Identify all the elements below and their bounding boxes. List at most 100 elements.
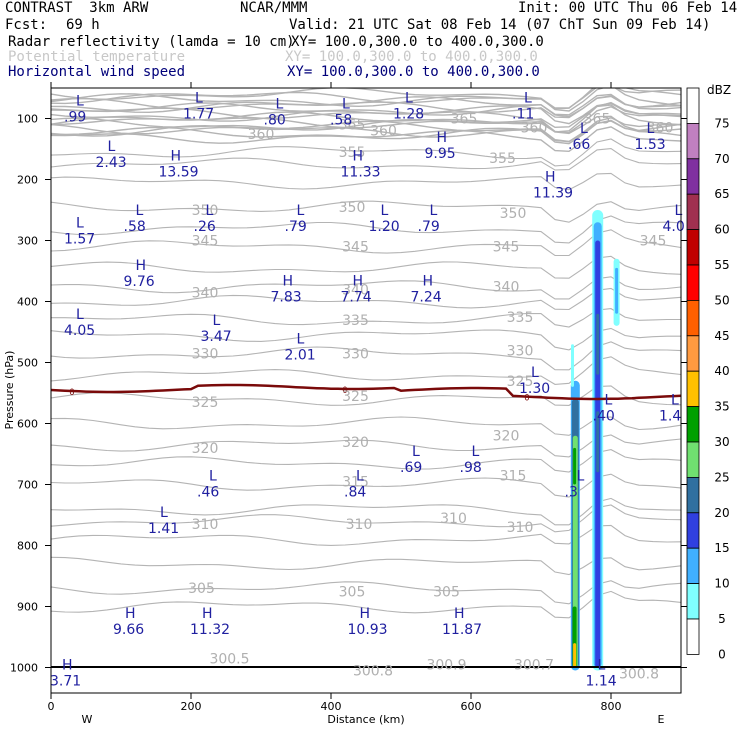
field-wind-name: Horizontal wind speed <box>8 64 186 80</box>
colorbar-swatch <box>686 512 700 549</box>
wind-extremum-value: 2.01 <box>285 347 316 363</box>
wind-extremum-marker: L <box>76 215 84 231</box>
wind-extremum-marker: H <box>360 606 371 622</box>
wind-extremum-marker: H <box>125 606 136 622</box>
wind-extremum-value: 11.87 <box>442 622 482 638</box>
organization: NCAR/MMM <box>240 0 308 16</box>
field-wind-xy: XY= 100.0,300.0 to 400.0,300.0 <box>287 64 540 80</box>
theta-contour-line <box>51 104 681 129</box>
wind-extremum-value: 1.41 <box>148 521 179 537</box>
colorbar-label: 5 <box>718 612 726 626</box>
colorbar-unit: dBZ <box>707 83 731 97</box>
theta-label: 320 <box>342 435 369 451</box>
wind-extremum-value: .66 <box>568 137 590 153</box>
wind-extremum-value: 4.0 <box>663 219 685 235</box>
wind-extremum-value: .79 <box>285 219 307 235</box>
wind-extremum-marker: L <box>297 203 305 219</box>
wind-extremum-value: .84 <box>344 485 366 501</box>
wind-extremum-value: 10.93 <box>348 622 388 638</box>
theta-label: 335 <box>507 310 534 326</box>
wind-extremum-value: 7.74 <box>341 289 372 305</box>
wind-extremum-marker: L <box>675 203 683 219</box>
wind-extremum-marker: H <box>202 606 213 622</box>
colorbar-swatch <box>686 229 700 266</box>
wind-extremum-value: 1.28 <box>393 106 424 122</box>
colorbar-label: 20 <box>714 506 729 520</box>
wind-extremum-value: 9.66 <box>113 622 144 638</box>
wind-extremum-value: 3.71 <box>50 674 81 690</box>
theta-label: 300.8 <box>353 664 393 680</box>
theta-label: 300.7 <box>514 657 554 673</box>
plot-frame <box>50 87 682 694</box>
wind-extremum-marker: H <box>454 606 465 622</box>
theta-label: 345 <box>493 240 520 256</box>
theta-label: 345 <box>192 234 219 250</box>
theta-label: 305 <box>188 581 215 597</box>
reflectivity-cell <box>596 313 600 375</box>
colorbar-swatch <box>686 123 700 160</box>
reflectivity-cell <box>573 447 577 485</box>
field-theta-name: Potential temperature <box>8 49 186 65</box>
theta-contour-line <box>51 276 681 300</box>
wind-extremum-value: .11 <box>512 106 534 122</box>
y-tick-label: 100 <box>17 113 38 126</box>
wind-extremum-marker: L <box>430 203 438 219</box>
y-tick-label: 500 <box>17 357 38 370</box>
wind-extremum-marker: L <box>160 505 168 521</box>
theta-contour-line <box>51 126 681 153</box>
wind-extremum-value: 3.47 <box>201 329 232 345</box>
theta-contour-line <box>51 287 681 311</box>
wind-extremum-marker: H <box>283 273 294 289</box>
wind-extremum-value: .69 <box>400 460 422 476</box>
theta-label: 330 <box>192 346 219 362</box>
colorbar-swatch <box>686 158 700 195</box>
colorbar-label: 40 <box>714 364 729 378</box>
theta-label: 310 <box>507 520 534 536</box>
wind-extremum-value: 1.14 <box>586 674 617 690</box>
theta-contour-line <box>51 148 681 171</box>
theta-label: 350 <box>500 206 527 222</box>
theta-contour-line <box>51 88 681 109</box>
theta-label: 310 <box>440 511 467 527</box>
wind-extremum-marker: L <box>647 121 655 137</box>
theta-contour-line <box>51 95 681 118</box>
wind-extremum-marker: L <box>405 90 413 106</box>
theta-label: 300.9 <box>426 657 466 673</box>
init-time: Init: 00 UTC Thu 06 Feb 14 <box>518 0 738 16</box>
y-tick-label: 300 <box>17 235 38 248</box>
theta-label: 315 <box>500 468 527 484</box>
theta-label: 315 <box>342 474 369 490</box>
theta-label: 340 <box>493 279 520 295</box>
wind-extremum-value: 2.43 <box>96 155 127 171</box>
wind-extremum-marker: H <box>353 273 364 289</box>
wind-extremum-marker: L <box>76 93 84 109</box>
theta-label: 360 <box>521 121 548 137</box>
theta-label: 310 <box>192 517 219 533</box>
theta-label: 305 <box>339 584 366 600</box>
theta-label: 355 <box>489 151 516 167</box>
wind-extremum-value: .98 <box>460 460 482 476</box>
wind-extremum-marker: L <box>671 392 679 408</box>
wind-extremum-marker: L <box>605 392 613 408</box>
wind-extremum-value: 1.57 <box>64 231 95 247</box>
wind-extremum-marker: L <box>531 365 539 381</box>
theta-label: 360 <box>647 121 674 137</box>
colorbar-swatch <box>686 406 700 443</box>
reflectivity-cell <box>596 411 600 473</box>
colorbar-label: 15 <box>714 541 729 555</box>
y-tick-label: 1000 <box>10 662 38 675</box>
wind-extremum-marker: L <box>342 96 350 112</box>
colorbar-label: 60 <box>714 223 729 237</box>
wind-extremum-marker: L <box>206 203 214 219</box>
wind-extremum-value: 1.4 <box>659 408 681 424</box>
wind-extremum-marker: L <box>276 96 284 112</box>
theta-label: 365 <box>339 118 366 134</box>
theta-label: 365 <box>584 112 611 128</box>
theta-contour-line <box>51 215 681 244</box>
theta-contour-line <box>51 356 681 385</box>
colorbar-label: 70 <box>714 152 729 166</box>
wind-extremum-value: 1.20 <box>369 219 400 235</box>
zero-isotherm-label: 0 <box>69 388 74 398</box>
